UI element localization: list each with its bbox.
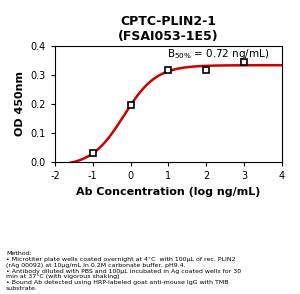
X-axis label: Ab Concentration (log ng/mL): Ab Concentration (log ng/mL) [76, 187, 261, 197]
Title: CPTC-PLIN2-1
(FSAI053-1E5): CPTC-PLIN2-1 (FSAI053-1E5) [118, 15, 219, 43]
Y-axis label: OD 450nm: OD 450nm [15, 71, 25, 136]
Text: Method:
• Microtiter plate wells coated overnight at 4°C  with 100μL of rec. PLI: Method: • Microtiter plate wells coated … [6, 251, 241, 291]
Text: $\mathregular{B_{50\%}}$ = 0.72 ng/mL): $\mathregular{B_{50\%}}$ = 0.72 ng/mL) [167, 47, 270, 61]
